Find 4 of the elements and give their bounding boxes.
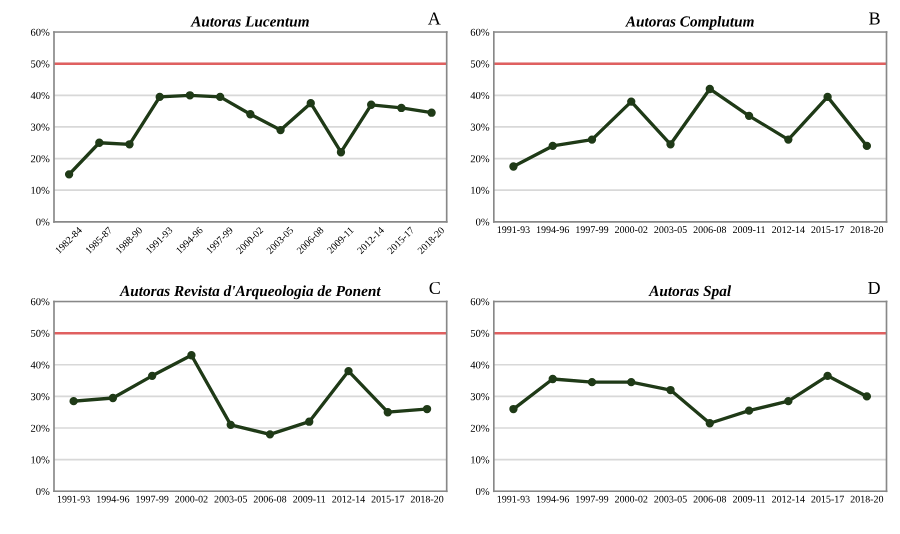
text: B (869, 12, 880, 25)
text: C (429, 281, 440, 295)
text: D (868, 282, 880, 294)
text: A (427, 12, 441, 25)
